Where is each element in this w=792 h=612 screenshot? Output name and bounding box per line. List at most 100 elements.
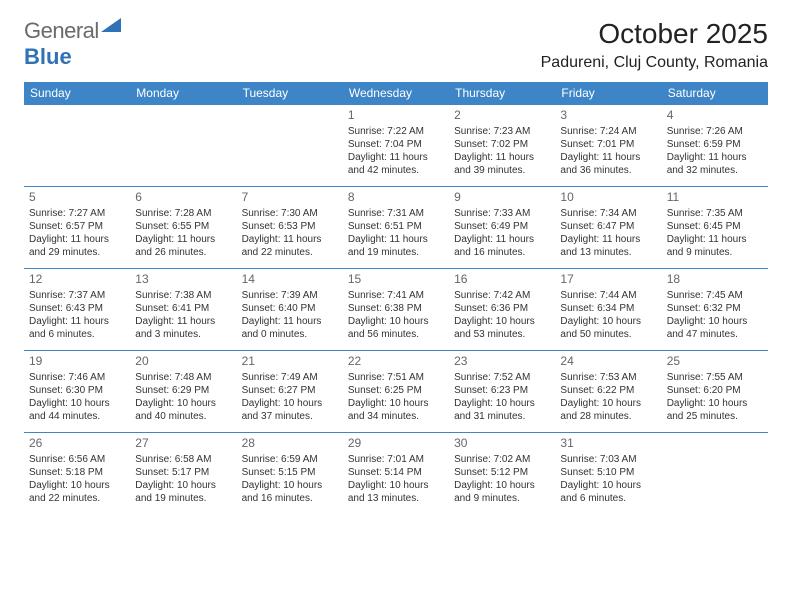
daylight-line-1: Daylight: 10 hours (560, 397, 656, 410)
day-number: 1 (348, 108, 444, 124)
day-number: 8 (348, 190, 444, 206)
calendar-day-cell: 16Sunrise: 7:42 AMSunset: 6:36 PMDayligh… (449, 269, 555, 351)
sunset-line: Sunset: 7:02 PM (454, 138, 550, 151)
sunset-line: Sunset: 6:55 PM (135, 220, 231, 233)
logo-text-blue: Blue (24, 44, 121, 70)
daylight-line-2: and 6 minutes. (560, 492, 656, 505)
calendar-day-cell: 14Sunrise: 7:39 AMSunset: 6:40 PMDayligh… (237, 269, 343, 351)
daylight-line-2: and 9 minutes. (454, 492, 550, 505)
daylight-line-1: Daylight: 11 hours (454, 233, 550, 246)
day-number: 3 (560, 108, 656, 124)
day-number: 2 (454, 108, 550, 124)
sunrise-line: Sunrise: 7:30 AM (242, 207, 338, 220)
logo-triangle-icon (101, 18, 121, 39)
daylight-line-1: Daylight: 11 hours (242, 233, 338, 246)
day-number: 29 (348, 436, 444, 452)
daylight-line-1: Daylight: 11 hours (560, 151, 656, 164)
day-number: 30 (454, 436, 550, 452)
daylight-line-1: Daylight: 10 hours (348, 479, 444, 492)
day-number: 22 (348, 354, 444, 370)
daylight-line-2: and 28 minutes. (560, 410, 656, 423)
day-number: 13 (135, 272, 231, 288)
sunset-line: Sunset: 6:32 PM (667, 302, 763, 315)
day-number: 27 (135, 436, 231, 452)
sunrise-line: Sunrise: 7:48 AM (135, 371, 231, 384)
location-text: Padureni, Cluj County, Romania (541, 54, 768, 72)
sunset-line: Sunset: 6:34 PM (560, 302, 656, 315)
daylight-line-1: Daylight: 11 hours (348, 233, 444, 246)
daylight-line-2: and 42 minutes. (348, 164, 444, 177)
sunrise-line: Sunrise: 6:59 AM (242, 453, 338, 466)
calendar-day-cell: 22Sunrise: 7:51 AMSunset: 6:25 PMDayligh… (343, 351, 449, 433)
sunset-line: Sunset: 6:29 PM (135, 384, 231, 397)
daylight-line-1: Daylight: 10 hours (135, 479, 231, 492)
calendar-day-cell: 30Sunrise: 7:02 AMSunset: 5:12 PMDayligh… (449, 433, 555, 515)
sunrise-line: Sunrise: 7:27 AM (29, 207, 125, 220)
sunset-line: Sunset: 6:51 PM (348, 220, 444, 233)
sunset-line: Sunset: 6:45 PM (667, 220, 763, 233)
daylight-line-2: and 16 minutes. (454, 246, 550, 259)
daylight-line-1: Daylight: 10 hours (242, 397, 338, 410)
calendar-day-cell: 20Sunrise: 7:48 AMSunset: 6:29 PMDayligh… (130, 351, 236, 433)
daylight-line-2: and 37 minutes. (242, 410, 338, 423)
day-number: 4 (667, 108, 763, 124)
day-number: 7 (242, 190, 338, 206)
daylight-line-2: and 13 minutes. (348, 492, 444, 505)
sunrise-line: Sunrise: 7:33 AM (454, 207, 550, 220)
sunrise-line: Sunrise: 7:02 AM (454, 453, 550, 466)
sunset-line: Sunset: 6:20 PM (667, 384, 763, 397)
day-number: 12 (29, 272, 125, 288)
sunset-line: Sunset: 5:18 PM (29, 466, 125, 479)
daylight-line-1: Daylight: 10 hours (454, 397, 550, 410)
daylight-line-1: Daylight: 11 hours (454, 151, 550, 164)
sunrise-line: Sunrise: 7:52 AM (454, 371, 550, 384)
daylight-line-2: and 6 minutes. (29, 328, 125, 341)
day-number: 10 (560, 190, 656, 206)
daylight-line-2: and 47 minutes. (667, 328, 763, 341)
daylight-line-1: Daylight: 10 hours (560, 479, 656, 492)
day-header: Sunday (24, 82, 130, 105)
daylight-line-1: Daylight: 10 hours (667, 397, 763, 410)
sunset-line: Sunset: 7:01 PM (560, 138, 656, 151)
calendar-day-cell: 28Sunrise: 6:59 AMSunset: 5:15 PMDayligh… (237, 433, 343, 515)
daylight-line-1: Daylight: 10 hours (29, 397, 125, 410)
daylight-line-2: and 39 minutes. (454, 164, 550, 177)
sunrise-line: Sunrise: 7:23 AM (454, 125, 550, 138)
day-number: 16 (454, 272, 550, 288)
sunrise-line: Sunrise: 7:26 AM (667, 125, 763, 138)
day-number: 21 (242, 354, 338, 370)
sunrise-line: Sunrise: 7:24 AM (560, 125, 656, 138)
calendar-day-cell: 19Sunrise: 7:46 AMSunset: 6:30 PMDayligh… (24, 351, 130, 433)
sunset-line: Sunset: 6:25 PM (348, 384, 444, 397)
header: General Blue October 2025 Padureni, Cluj… (24, 18, 768, 72)
day-number: 25 (667, 354, 763, 370)
daylight-line-1: Daylight: 11 hours (29, 315, 125, 328)
daylight-line-1: Daylight: 10 hours (454, 315, 550, 328)
daylight-line-1: Daylight: 11 hours (135, 233, 231, 246)
sunrise-line: Sunrise: 7:49 AM (242, 371, 338, 384)
daylight-line-2: and 22 minutes. (242, 246, 338, 259)
sunset-line: Sunset: 6:43 PM (29, 302, 125, 315)
daylight-line-1: Daylight: 11 hours (348, 151, 444, 164)
sunset-line: Sunset: 6:57 PM (29, 220, 125, 233)
day-number: 31 (560, 436, 656, 452)
calendar-day-cell (237, 105, 343, 187)
daylight-line-2: and 0 minutes. (242, 328, 338, 341)
calendar-day-cell: 25Sunrise: 7:55 AMSunset: 6:20 PMDayligh… (662, 351, 768, 433)
sunrise-line: Sunrise: 7:34 AM (560, 207, 656, 220)
day-number: 11 (667, 190, 763, 206)
daylight-line-2: and 56 minutes. (348, 328, 444, 341)
daylight-line-2: and 9 minutes. (667, 246, 763, 259)
daylight-line-2: and 34 minutes. (348, 410, 444, 423)
day-header: Saturday (662, 82, 768, 105)
day-number: 6 (135, 190, 231, 206)
sunrise-line: Sunrise: 7:53 AM (560, 371, 656, 384)
calendar-day-cell: 3Sunrise: 7:24 AMSunset: 7:01 PMDaylight… (555, 105, 661, 187)
daylight-line-2: and 19 minutes. (348, 246, 444, 259)
calendar-day-cell: 1Sunrise: 7:22 AMSunset: 7:04 PMDaylight… (343, 105, 449, 187)
daylight-line-1: Daylight: 10 hours (667, 315, 763, 328)
sunset-line: Sunset: 5:15 PM (242, 466, 338, 479)
daylight-line-2: and 53 minutes. (454, 328, 550, 341)
calendar-day-cell: 5Sunrise: 7:27 AMSunset: 6:57 PMDaylight… (24, 187, 130, 269)
day-header: Friday (555, 82, 661, 105)
